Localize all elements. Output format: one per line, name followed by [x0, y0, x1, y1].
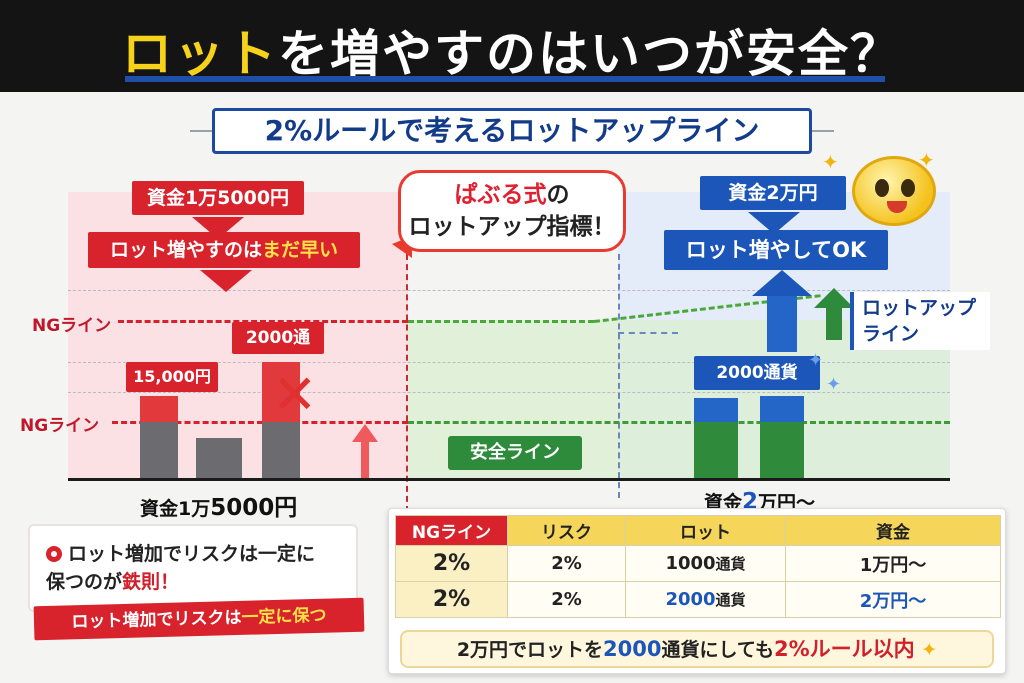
comparison-table-panel: NGライン リスク ロット 資金 2% 2% 1000通貨 1万円〜 2% 2%…	[388, 508, 1006, 674]
left-axis-label: 資金1万5000円	[140, 495, 298, 521]
table-cell: 2000通貨	[625, 581, 786, 618]
lotup-line-label: ロットアップ ライン	[850, 292, 990, 350]
bar	[140, 396, 178, 422]
ok-tag: ロット増やしてOK	[664, 230, 888, 270]
subtitle-rule-left	[190, 130, 216, 132]
bar-value-label: 2000通	[232, 322, 324, 354]
bar	[694, 422, 738, 478]
title-banner: ロットを増やすのはいつが安全？	[0, 0, 1024, 92]
bar	[140, 422, 178, 478]
grid-line	[68, 362, 950, 363]
table-header: 資金	[785, 515, 1001, 546]
sparkle-icon: ✦	[822, 150, 839, 174]
table-cell: 1万円〜	[785, 545, 1001, 582]
left-capital-tag: 資金1万5000円	[132, 181, 304, 215]
eye-icon	[901, 179, 915, 197]
brush-banner: ロット増加でリスクは一定に保つ	[33, 597, 365, 641]
bar-value-label: 2000通貨	[694, 356, 820, 390]
subtitle-ribbon: 2%ルールで考えるロットアップライン	[212, 108, 812, 154]
table-header: NGライン	[395, 515, 508, 546]
bubble-line-1: ぱぶる式の	[454, 182, 570, 208]
sparkle-icon: ✦	[918, 148, 935, 172]
blue-guide-line	[618, 332, 678, 334]
arrow-up-shaft	[826, 306, 842, 340]
note-line-2: 保つのが鉄則！	[46, 571, 180, 593]
table-header: ロット	[625, 515, 786, 546]
table-cell: 2%	[395, 581, 508, 618]
sparkle-icon: ✦	[808, 350, 824, 371]
page-title: ロットを増やすのはいつが安全？	[122, 25, 902, 83]
bar	[262, 362, 300, 422]
safe-line	[408, 421, 950, 424]
table-cell: 1000通貨	[625, 545, 786, 582]
green-arrow-up-icon	[814, 288, 854, 308]
subtitle-rule-right	[808, 130, 834, 132]
bar	[760, 422, 804, 478]
comparison-table: NGライン リスク ロット 資金 2% 2% 1000通貨 1万円〜 2% 2%…	[395, 515, 1001, 618]
ng-line-label-upper: NGライン	[32, 316, 112, 336]
arrow-up-icon	[352, 424, 378, 442]
rule-note: ロット増加でリスクは一定に 保つのが鉄則！	[28, 524, 358, 612]
divider-line-right	[618, 254, 620, 498]
bubble-line-2: ロットアップ指標！	[408, 214, 616, 240]
ng-line-lower	[112, 421, 408, 424]
ng-line-upper	[118, 320, 408, 323]
title-underline	[125, 76, 885, 82]
grid-line	[68, 392, 950, 393]
mouth-icon	[887, 201, 907, 213]
bar	[760, 396, 804, 422]
speech-bubble: ぱぶる式の ロットアップ指標！	[398, 170, 626, 252]
safe-line-label: 安全ライン	[448, 436, 582, 470]
note-line-1: ロット増加でリスクは一定に	[46, 540, 346, 568]
x-axis	[68, 478, 950, 481]
summary-box: 2万円でロットを2000通貨にしても2%ルール以内 ✦	[400, 630, 994, 668]
right-capital-tag: 資金2万円	[700, 176, 846, 210]
table-row: 2% 2% 1000通貨 1万円〜	[395, 545, 1001, 582]
table-cell: 2%	[507, 581, 626, 618]
sparkle-icon: ✦	[921, 639, 938, 661]
left-warning-tag: ロット増やすのはまだ早い	[88, 232, 360, 268]
table-row: 2% 2% 2000通貨 2万円〜	[395, 581, 1001, 618]
table-header: リスク	[507, 515, 626, 546]
arrow-up-shaft	[767, 296, 797, 352]
grid-line	[68, 290, 950, 291]
bar-value-label: 15,000円	[126, 362, 218, 392]
divider-line-left	[406, 254, 408, 512]
big-arrow-up-icon	[752, 270, 812, 296]
table-cell: 2万円〜	[785, 581, 1001, 618]
arrow-down-icon	[748, 212, 800, 234]
table-cell: 2%	[507, 545, 626, 582]
lotup-line-flat	[408, 320, 594, 323]
bar	[694, 398, 738, 422]
table-header-row: NGライン リスク ロット 資金	[395, 515, 1001, 546]
arrow-down-icon	[200, 270, 252, 292]
arrow-up-shaft	[361, 440, 369, 478]
sparkle-icon: ✦	[826, 374, 842, 395]
table-cell: 2%	[395, 545, 508, 582]
bar	[262, 422, 300, 478]
bar	[196, 438, 242, 478]
smiley-mascot-icon	[852, 156, 936, 226]
ng-line-label-lower: NGライン	[20, 416, 100, 436]
x-mark-icon: ✕	[272, 363, 318, 426]
bullet-icon	[46, 546, 62, 562]
eye-icon	[875, 179, 889, 197]
